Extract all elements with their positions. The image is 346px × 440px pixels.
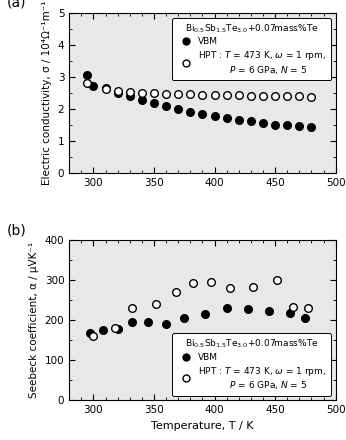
X-axis label: Temperature, T / K: Temperature, T / K	[151, 421, 254, 431]
Y-axis label: Electric conductivity, σ / 10⁴Ω⁻¹m⁻¹: Electric conductivity, σ / 10⁴Ω⁻¹m⁻¹	[42, 1, 52, 185]
Text: (b): (b)	[7, 223, 26, 237]
Y-axis label: Seebeck coefficient, α / μVK⁻¹: Seebeck coefficient, α / μVK⁻¹	[29, 242, 39, 399]
Legend: VBM, HPT : $T$ = 473 K, $\omega$ = 1 rpm,
           $P$ = 6 GPa, $N$ = 5: VBM, HPT : $T$ = 473 K, $\omega$ = 1 rpm…	[172, 333, 331, 396]
Legend: VBM, HPT : $T$ = 473 K, $\omega$ = 1 rpm,
           $P$ = 6 GPa, $N$ = 5: VBM, HPT : $T$ = 473 K, $\omega$ = 1 rpm…	[172, 18, 331, 81]
Text: (a): (a)	[7, 0, 26, 10]
